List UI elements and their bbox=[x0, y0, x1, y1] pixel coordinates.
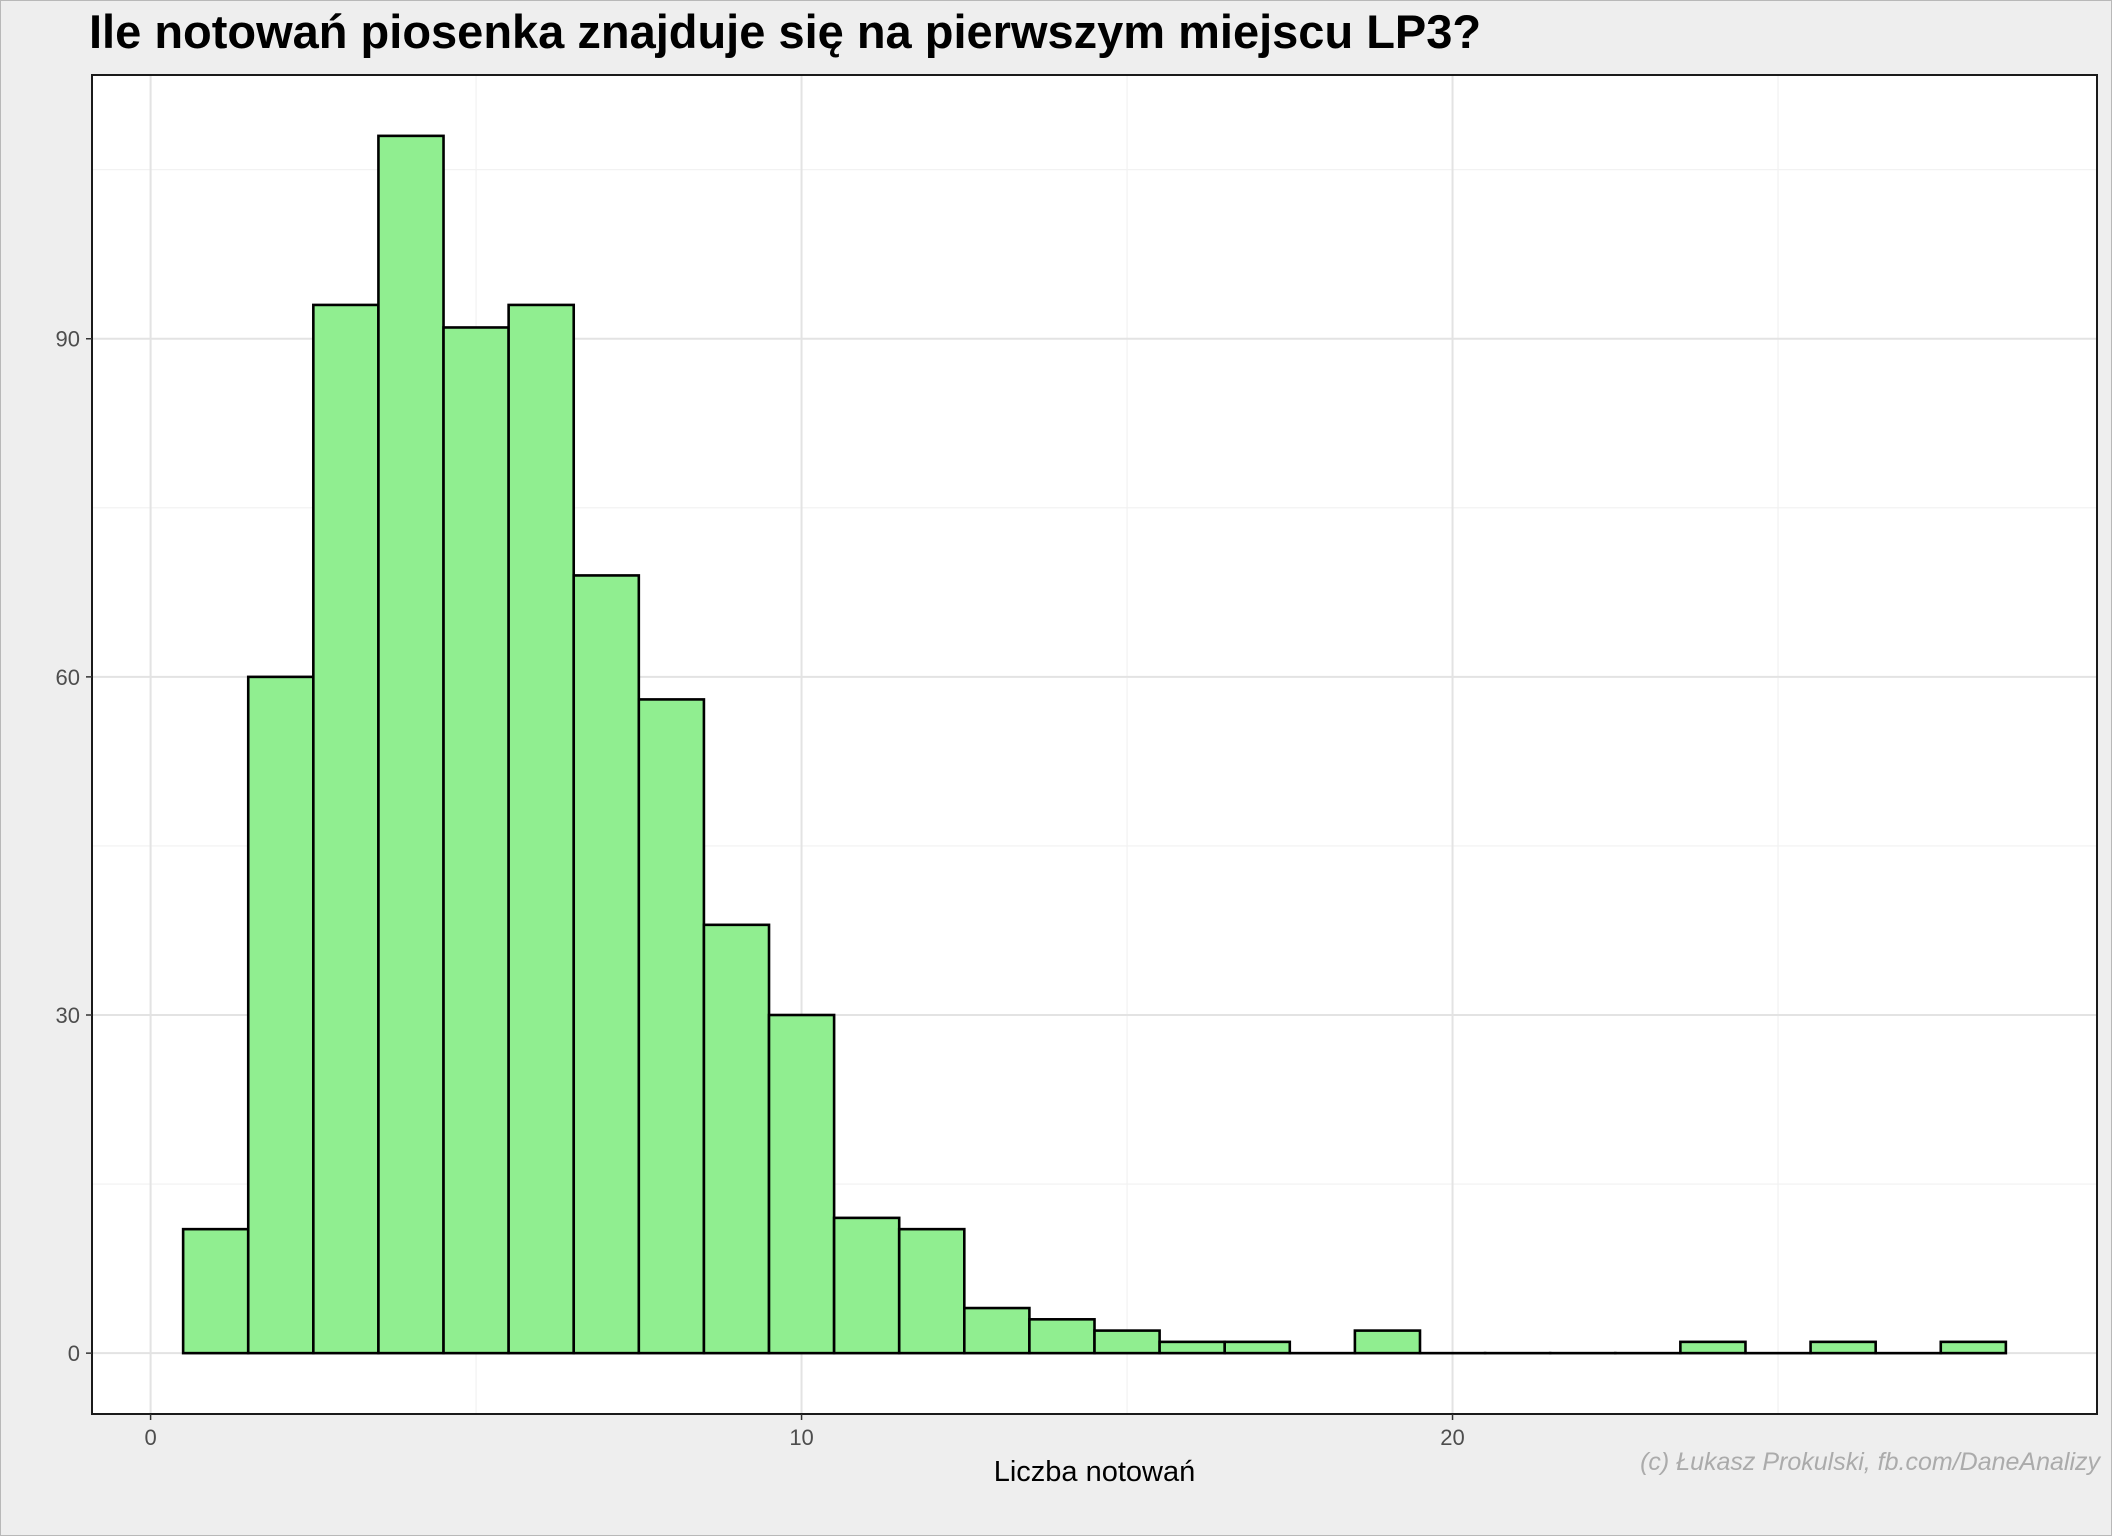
histogram-bar bbox=[1679, 1340, 1747, 1355]
y-tick-label: 30 bbox=[56, 1003, 80, 1028]
histogram-bar bbox=[1353, 1329, 1422, 1355]
histogram-bar bbox=[1809, 1340, 1877, 1355]
histogram-bar bbox=[1223, 1340, 1292, 1355]
histogram-bar bbox=[1028, 1318, 1096, 1355]
histogram-bar bbox=[572, 574, 641, 1355]
histogram-bar bbox=[1939, 1340, 2008, 1355]
histogram-bar bbox=[1158, 1340, 1226, 1355]
histogram-bar bbox=[507, 303, 576, 1355]
y-tick-label: 0 bbox=[68, 1341, 80, 1366]
histogram-bar bbox=[246, 675, 315, 1355]
histogram-bar bbox=[312, 303, 380, 1355]
x-axis-title: Liczba notowań bbox=[994, 1456, 1196, 1488]
histogram-bar bbox=[637, 698, 706, 1355]
histogram-bar bbox=[897, 1227, 966, 1355]
histogram-bar bbox=[767, 1013, 836, 1355]
chart-title: Ile notowań piosenka znajduje się na pie… bbox=[89, 5, 1482, 58]
copyright-caption: (c) Łukasz Prokulski, fb.com/DaneAnalizy bbox=[1640, 1448, 2100, 1476]
histogram-bar bbox=[181, 1227, 250, 1355]
histogram-bar bbox=[832, 1216, 901, 1355]
plot-border bbox=[91, 74, 2098, 1415]
x-tick-label: 20 bbox=[1440, 1425, 1464, 1450]
x-tick-label: 10 bbox=[789, 1425, 813, 1450]
histogram-bar bbox=[377, 134, 445, 1355]
x-tick-label: 0 bbox=[144, 1425, 156, 1450]
y-tick-label: 60 bbox=[56, 665, 80, 690]
y-tick-label: 90 bbox=[56, 327, 80, 352]
histogram-bar bbox=[1093, 1329, 1161, 1355]
histogram-bar bbox=[702, 923, 771, 1355]
histogram-bar bbox=[963, 1306, 1031, 1355]
histogram-bar bbox=[442, 326, 510, 1355]
